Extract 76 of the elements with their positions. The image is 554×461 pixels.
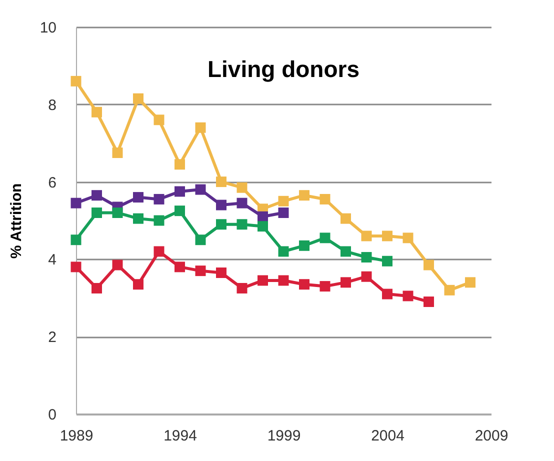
point bbox=[92, 282, 102, 294]
x-tick-label: 1989 bbox=[60, 428, 94, 444]
point bbox=[133, 279, 144, 290]
point bbox=[92, 106, 102, 118]
y-tick-label: 0 bbox=[48, 406, 56, 424]
point bbox=[70, 234, 82, 246]
point bbox=[361, 230, 372, 242]
point bbox=[320, 232, 330, 244]
point bbox=[70, 262, 82, 272]
point bbox=[382, 288, 392, 300]
point bbox=[70, 76, 82, 86]
point bbox=[154, 246, 164, 257]
point bbox=[320, 281, 330, 292]
point bbox=[361, 271, 372, 282]
point bbox=[236, 282, 248, 294]
point bbox=[278, 208, 289, 218]
point bbox=[382, 230, 392, 242]
point bbox=[278, 196, 289, 206]
y-tick-label: 4 bbox=[48, 252, 56, 269]
point bbox=[278, 246, 289, 257]
point bbox=[133, 213, 144, 224]
point bbox=[402, 232, 414, 244]
point bbox=[133, 93, 144, 104]
point bbox=[174, 159, 185, 170]
point bbox=[154, 215, 164, 226]
point bbox=[299, 279, 310, 290]
point bbox=[236, 182, 248, 193]
point bbox=[154, 194, 164, 204]
y-axis-title: % Attrition bbox=[8, 183, 25, 259]
point bbox=[154, 114, 164, 126]
point bbox=[424, 260, 434, 270]
point bbox=[195, 266, 206, 276]
point bbox=[112, 260, 123, 270]
x-tick-label: 1994 bbox=[164, 428, 197, 444]
point bbox=[216, 219, 226, 230]
point bbox=[216, 200, 226, 210]
point bbox=[340, 246, 351, 257]
point bbox=[299, 240, 310, 251]
text: Living donors bbox=[207, 56, 360, 82]
point bbox=[258, 275, 268, 286]
point bbox=[195, 122, 206, 133]
point bbox=[174, 206, 185, 216]
point bbox=[174, 186, 185, 197]
point bbox=[216, 176, 226, 188]
y-tick-label: 2 bbox=[48, 329, 56, 346]
point bbox=[382, 256, 392, 266]
y-tick-label: 8 bbox=[48, 96, 56, 114]
point bbox=[112, 208, 123, 218]
point bbox=[236, 219, 248, 230]
point bbox=[133, 192, 144, 203]
point bbox=[195, 234, 206, 246]
point bbox=[299, 190, 310, 201]
point bbox=[340, 277, 351, 288]
point bbox=[424, 296, 434, 308]
x-tick-label: 2009 bbox=[474, 428, 508, 444]
point bbox=[402, 290, 414, 302]
point bbox=[340, 213, 351, 224]
x-tick-label: 2004 bbox=[371, 428, 404, 444]
point bbox=[112, 148, 123, 158]
point bbox=[236, 198, 248, 208]
x-tick-label: 1999 bbox=[267, 428, 301, 444]
point bbox=[465, 277, 476, 288]
y-tick-label: 6 bbox=[48, 174, 56, 192]
point bbox=[216, 268, 226, 278]
point bbox=[174, 262, 185, 272]
point bbox=[258, 221, 268, 232]
point bbox=[258, 211, 268, 222]
point bbox=[278, 275, 289, 286]
point bbox=[70, 198, 82, 208]
point bbox=[361, 252, 372, 263]
point bbox=[195, 184, 206, 195]
y-tick-label: 10 bbox=[40, 20, 56, 36]
point bbox=[92, 208, 102, 218]
point bbox=[444, 284, 455, 296]
point bbox=[320, 194, 330, 204]
point bbox=[92, 190, 102, 201]
